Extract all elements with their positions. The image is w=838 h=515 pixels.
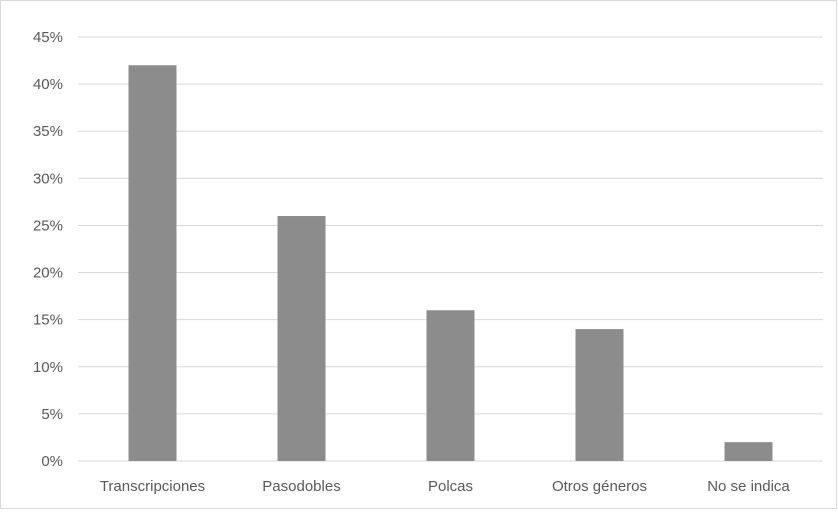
y-tick-label: 25%	[33, 217, 63, 234]
bar	[724, 442, 773, 461]
bar	[128, 65, 177, 462]
bar	[426, 310, 475, 461]
x-axis-tick-labels: Transcripciones Pasodobles Polcas Otros gén…	[100, 478, 791, 495]
bars	[128, 65, 773, 462]
y-tick-label: 45%	[33, 29, 63, 46]
y-tick-label: 5%	[41, 406, 63, 423]
y-tick-label: 0%	[41, 453, 63, 470]
bar	[575, 329, 624, 461]
y-axis-tick-labels: 0% 5% 10% 15% 20% 25% 30% 35% 40% 45%	[33, 29, 63, 470]
x-tick-label: No se indica	[707, 478, 790, 495]
y-tick-label: 20%	[33, 265, 63, 282]
y-tick-label: 40%	[33, 76, 63, 93]
x-tick-label: Otros géneros	[552, 478, 647, 495]
y-tick-label: 35%	[33, 123, 63, 140]
y-tick-label: 10%	[33, 359, 63, 376]
gridlines	[78, 36, 823, 462]
x-tick-label: Transcripciones	[100, 478, 205, 495]
x-tick-label: Pasodobles	[262, 478, 340, 495]
x-tick-label: Polcas	[428, 478, 473, 495]
y-tick-label: 15%	[33, 312, 63, 329]
bar	[277, 216, 326, 461]
y-tick-label: 30%	[33, 170, 63, 187]
